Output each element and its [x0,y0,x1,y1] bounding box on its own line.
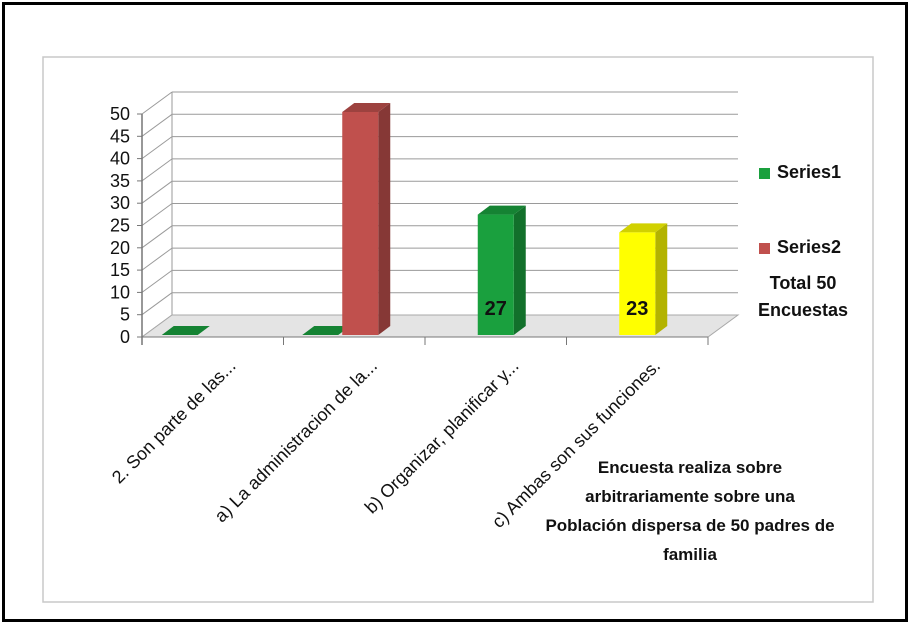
bar-series1-2 [477,205,526,335]
total-note-line-2: Encuestas [757,300,849,320]
bar-series2-1-top [342,103,391,112]
bar-series1-2-top [477,205,526,215]
bar-series1-3-top [619,223,668,233]
data-label-2: 27 [485,298,507,320]
bar-series1-1-top [302,326,351,335]
legend-series1-label: Series1 [777,162,842,182]
bar-series2-1 [342,103,391,335]
total-note-line-1: Total 50 [769,273,837,293]
bar-series1-3-front [619,232,656,335]
y-tick-label: 30 [110,193,130,213]
side-gridline [141,180,173,204]
bar-series1-3 [619,223,668,335]
x-category-label-1: a) La administracion de la... [211,356,382,527]
legend-series2: Series2 [759,237,841,258]
bar-series1-2-front [477,214,514,335]
legend-series1: Series1 [759,162,841,183]
bar-series1-2-side [513,205,526,335]
y-tick-label: 40 [110,149,130,169]
y-tick-label: 10 [110,282,130,302]
bar-series1-0-top [161,326,210,335]
plot-border [42,56,874,603]
footnote-line-4: familia [663,545,717,564]
side-gridline [141,292,173,316]
side-gridline [141,136,173,160]
y-tick-label: 5 [120,305,130,325]
series1-swatch [759,167,770,179]
side-gridline [141,158,173,182]
outer-frame: 0 5 10 15 20 25 30 35 40 45 50 27 23 2. Son parte de … [2,2,908,622]
data-label-3: 23 [626,298,648,320]
series2-swatch [759,242,770,254]
footnote-line-1: Encuesta realiza sobre [597,458,783,477]
y-tick-label: 50 [110,104,130,124]
bar-series1-1 [302,326,351,335]
footnote-line-2: arbitrariamente sobre una [585,487,795,506]
y-tick-label: 45 [110,126,130,146]
y-tick-label: 35 [110,171,130,191]
side-gridline [141,91,173,115]
footnote-line-3: Población dispersa de 50 padres de [545,516,835,535]
x-category-label-2: b) Organizar, planificar y... [361,356,523,518]
y-tick-label: 0 [120,327,130,347]
y-tick-label: 25 [110,216,130,236]
side-gridline [141,269,173,293]
bar-series2-1-front [342,112,379,335]
side-gridline [141,203,173,226]
x-category-label-0: 2. Son parte de las... [108,356,240,488]
survey-footnote: Encuesta realiza sobre arbitrariamente s… [515,453,865,569]
side-gridline [141,225,173,249]
legend-series2-label: Series2 [777,237,842,257]
bar-series2-1-side [378,103,391,335]
y-tick-label: 15 [110,260,130,280]
bar-series1-0 [161,326,210,335]
total-note: Total 50 Encuestas [743,270,863,324]
y-tick-label: 20 [110,238,130,258]
side-gridline [141,113,173,137]
bar-series1-3-side [655,223,668,335]
side-gridline [141,247,173,271]
